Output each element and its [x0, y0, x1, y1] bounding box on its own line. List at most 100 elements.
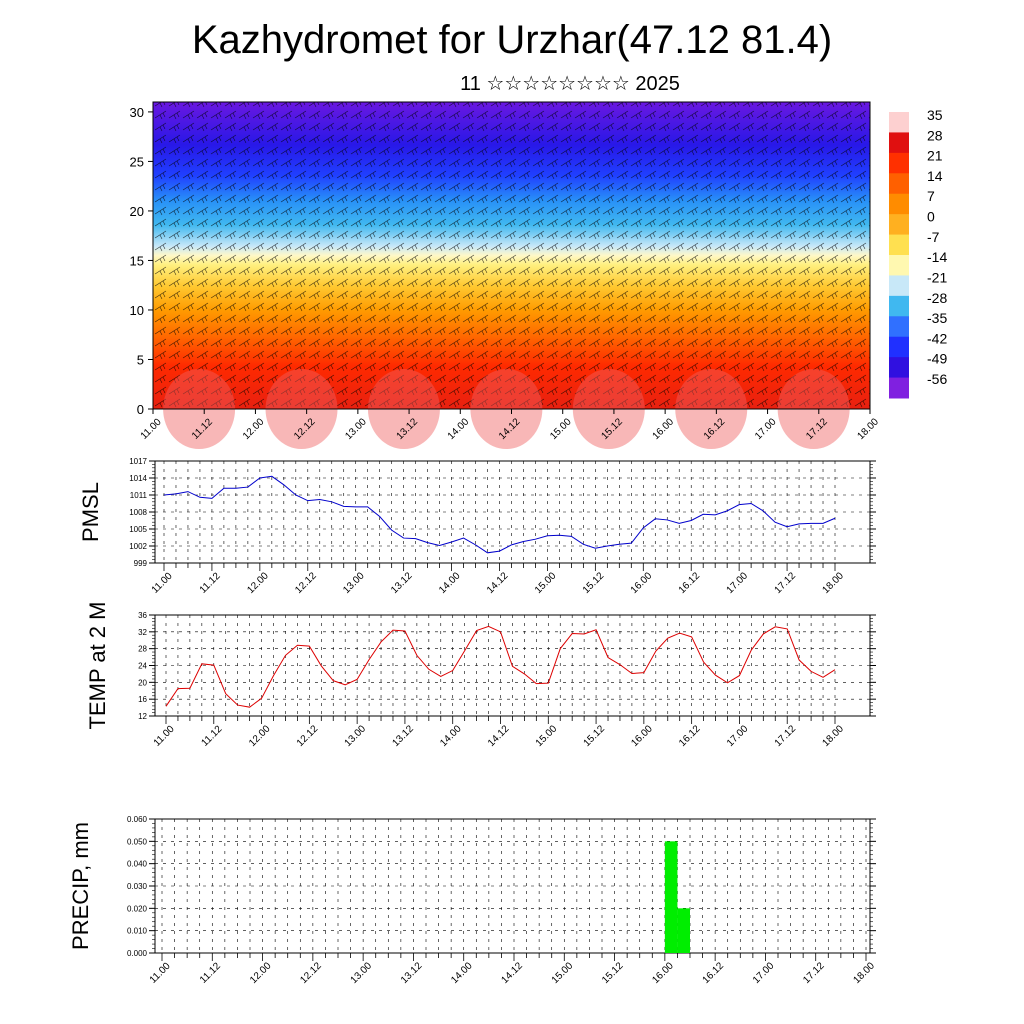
pmsl-panel: 999 1002 1005 1008 1011 1014 1017 11.00 11.12 12.…	[78, 457, 876, 596]
colorbar-label: 35	[927, 107, 943, 123]
precip-frame	[154, 818, 871, 954]
pmsl-ytick-label: 1017	[129, 457, 147, 466]
cs-xtick-label: 17.00	[753, 416, 779, 442]
pmsl-xtick-label: 15.00	[533, 570, 559, 596]
pmsl-xtick-label: 17.00	[725, 570, 751, 596]
colorbar-label: -21	[927, 269, 947, 285]
cs-ytick-label: 5	[137, 352, 144, 367]
colorbar-swatch	[889, 255, 909, 276]
pmsl-axis-title: PMSL	[78, 482, 103, 542]
colorbar-swatch	[889, 295, 909, 317]
colorbar: 35 28 21 14 7 0 -7 -14 -21 -28 -35 -42 -49 -56	[889, 107, 947, 399]
pmsl-xtick-label: 14.12	[485, 570, 511, 596]
precip-xtick-label: 11.00	[148, 960, 173, 985]
temp2m-xtick-label: 12.00	[247, 723, 273, 749]
precip-ytick-label: 0.010	[127, 927, 148, 936]
cs-xtick-label: 13.00	[343, 416, 369, 442]
pmsl-ytick-label: 1002	[129, 542, 147, 551]
temp2m-ytick-label: 24	[138, 662, 147, 671]
precip-axis-title: PRECIP, mm	[68, 822, 93, 950]
temp2m-ytick-label: 36	[138, 611, 147, 620]
cs-xtick-label: 15.00	[548, 416, 574, 442]
precip-xtick-label: 14.12	[499, 960, 525, 986]
pmsl-xtick-label: 16.12	[677, 570, 703, 596]
colorbar-swatch	[889, 275, 909, 297]
pmsl-xtick-label: 14.00	[437, 570, 463, 596]
pmsl-ytick-label: 1005	[129, 525, 147, 534]
colorbar-swatch	[889, 193, 909, 215]
precip-ytick-label: 0.050	[127, 837, 148, 846]
temp2m-ytick-label: 16	[138, 695, 147, 704]
precip-xtick-label: 15.00	[550, 960, 576, 986]
colorbar-label: -35	[927, 310, 947, 326]
pmsl-ytick-label: 999	[134, 559, 148, 568]
temp2m-xtick-label: 14.00	[438, 723, 464, 749]
temp2m-xtick-label: 13.00	[343, 723, 369, 749]
temp2m-xtick-label: 13.12	[390, 723, 416, 749]
colorbar-swatch	[889, 173, 909, 195]
cs-ytick-label: 25	[130, 154, 144, 169]
cs-xtick-label: 11.00	[139, 416, 164, 441]
colorbar-swatch	[889, 152, 909, 174]
cs-ytick-label: 10	[130, 303, 144, 318]
pmsl-frame	[154, 460, 871, 564]
colorbar-label: -56	[927, 371, 947, 387]
colorbar-label: -28	[927, 290, 947, 306]
pmsl-xtick-label: 11.12	[198, 570, 223, 595]
precip-bar	[677, 908, 690, 953]
cs-ytick-label: 15	[130, 253, 144, 268]
temp2m-axis-title: TEMP at 2 M	[85, 602, 110, 730]
pmsl-ytick-label: 1011	[130, 491, 148, 500]
temp-series-line	[165, 625, 836, 708]
precip-xtick-label: 16.12	[701, 960, 727, 986]
precip-ytick-label: 0.020	[127, 904, 148, 913]
precip-xtick-label: 13.12	[399, 960, 425, 986]
colorbar-swatch	[889, 357, 909, 379]
colorbar-label: -7	[927, 229, 940, 245]
colorbar-swatch	[889, 132, 909, 154]
temp2m-xtick-label: 11.00	[152, 723, 177, 748]
cs-xtick-label: 18.00	[855, 416, 881, 442]
pmsl-xtick-label: 17.12	[773, 570, 799, 596]
temp2m-ytick-label: 28	[138, 645, 147, 654]
precip-panel: 0.000 0.010 0.020 0.030 0.040 0.050 0.060 11.00…	[68, 815, 877, 986]
colorbar-label: 7	[927, 188, 935, 204]
temp2m-xtick-label: 12.12	[295, 723, 321, 749]
precip-ytick-label: 0.060	[127, 815, 148, 824]
pmsl-ytick-label: 1008	[129, 508, 147, 517]
temp2m-xtick-label: 15.12	[582, 723, 608, 749]
precip-xtick-label: 18.00	[851, 960, 877, 986]
precip-ytick-label: 0.030	[127, 882, 148, 891]
pmsl-series-line	[163, 475, 836, 554]
temp2m-xtick-label: 15.00	[534, 723, 560, 749]
pmsl-xtick-label: 13.12	[389, 570, 415, 596]
precip-xtick-label: 13.00	[349, 960, 375, 986]
pmsl-xtick-label: 12.12	[293, 570, 319, 596]
cs-xtick-label: 12.00	[241, 416, 267, 442]
page-title: Kazhydromet for Urzhar(47.12 81.4)	[191, 18, 833, 62]
cs-xtick-label: 16.00	[651, 416, 677, 442]
colorbar-swatch	[889, 214, 909, 236]
colorbar-swatch	[889, 234, 909, 256]
cross-section-y-ticks: 0 5 10 15 20 25 30	[130, 105, 153, 417]
precip-xtick-label: 11.12	[198, 960, 223, 985]
colorbar-label: 21	[927, 148, 943, 164]
colorbar-label: -49	[927, 351, 947, 367]
cs-ytick-label: 20	[130, 204, 144, 219]
colorbar-swatch	[889, 377, 909, 399]
temp2m-xtick-label: 18.00	[820, 723, 846, 749]
colorbar-label: -14	[927, 249, 947, 265]
pmsl-xtick-label: 13.00	[341, 570, 367, 596]
precip-xtick-label: 17.12	[801, 960, 827, 986]
temp2m-xtick-label: 11.12	[200, 723, 225, 748]
pmsl-xtick-label: 12.00	[245, 570, 271, 596]
colorbar-swatch	[889, 316, 909, 338]
temp2m-xtick-label: 14.12	[486, 723, 512, 749]
colorbar-swatch	[889, 336, 909, 358]
precip-xtick-label: 15.12	[600, 960, 626, 986]
page-subtitle: 11 ☆☆☆☆☆☆☆☆ 2025	[460, 73, 680, 95]
pmsl-xtick-label: 18.00	[820, 570, 846, 596]
precip-xtick-label: 16.00	[650, 960, 676, 986]
